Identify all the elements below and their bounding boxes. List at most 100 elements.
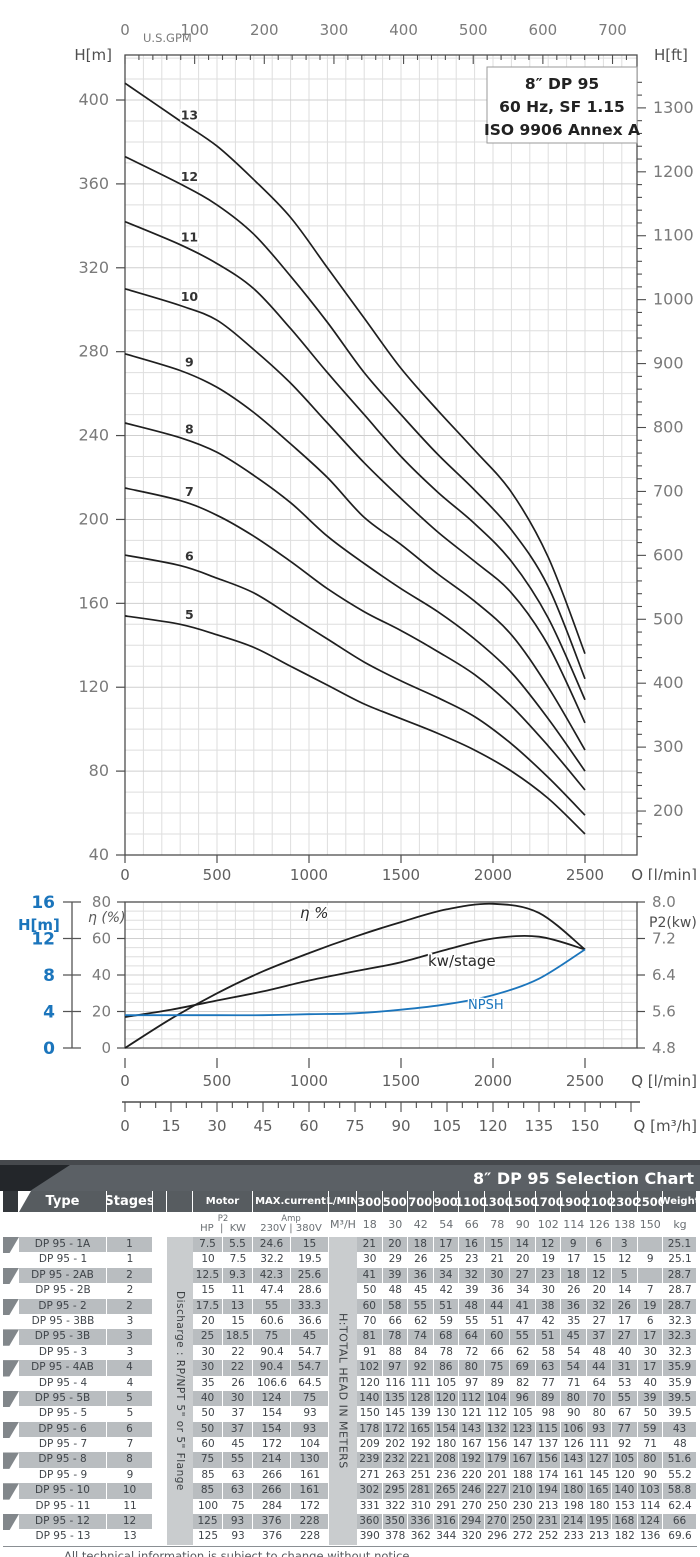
cell-head-2500: 90 [643,1468,657,1481]
curve-npsh [125,948,586,1017]
cell-hp: 7.5 [193,1237,223,1254]
eta-tick-label: 20 [92,1003,111,1021]
cell-stages: 5 [126,1407,134,1420]
cell-head-700: 192 [410,1438,431,1451]
cell-spacer [153,1514,167,1530]
cell-stages: 5 [107,1390,153,1408]
subheader-type [19,1212,107,1237]
table-top-strip [0,1160,700,1165]
cell-head-300: 91 [363,1345,377,1358]
cell-head-1900: 36 [561,1298,587,1315]
cell-weight: 43 [663,1421,697,1439]
cell-head-1300: 179 [484,1452,510,1469]
footer-note: All technical information is subject to … [64,1549,414,1557]
cell-head-1100: 246 [459,1483,485,1500]
pump-curve-stage-13 [124,82,586,655]
cell-head-1900: 54 [561,1360,587,1377]
cell-head-2300: 27 [612,1329,638,1346]
cell-head-2100: 44 [586,1360,612,1377]
subheader-flow-1500: 90 [515,1218,530,1231]
cell-spacer [153,1452,167,1468]
cell-weight: 35.9 [668,1376,692,1389]
cell-weight: 35.9 [663,1360,697,1377]
cell-hp: 50 [193,1421,223,1439]
table-row-DP95-3B: DP 95 - 3B 3 25 18.5 75 45 81 78 74 68 64 60 55 51 45 3… [3,1329,697,1346]
m3h-tick-label: 120 [479,1117,508,1135]
cell-head-300: 209 [359,1438,380,1451]
cell-spacer [153,1437,167,1452]
m3h-tick-label: 105 [433,1117,462,1135]
cell-head-1900: 80 [561,1390,587,1408]
table-row-DP95-11: DP 95 - 11 11 100 75 284 172 331 322 310 291 270 25… [3,1499,697,1514]
col-header-flow-300: 300 [357,1191,383,1212]
cell-amp-380v: 161 [291,1483,329,1500]
cell-head-1500: 272 [512,1530,533,1543]
cell-head-1700: 115 [535,1421,561,1439]
cell-head-900: 105 [436,1376,457,1389]
cell-head-2100: 64 [592,1376,606,1389]
x-tick-gpm-label: 400 [389,21,418,39]
cell-spacer [153,1237,167,1253]
cell-head-1300: 227 [484,1483,510,1500]
cell-head-300: 178 [357,1421,383,1439]
cell-head-1700: 19 [541,1253,555,1266]
cell-spacer [153,1268,167,1284]
cell-hp: 125 [197,1530,219,1543]
cell-head-2500: 114 [640,1499,661,1512]
col-header-discharge [167,1191,193,1212]
cell-head-300: 271 [359,1468,380,1481]
cell-stages: 3 [126,1345,134,1358]
pump-curve-stage-8 [124,422,586,772]
cell-head-900: 78 [439,1345,453,1358]
row-notch [3,1314,19,1329]
m3h-tick-label: 45 [253,1117,272,1135]
p2-tick-label: 7.2 [652,930,676,948]
cell-head-700: 45 [414,1284,428,1297]
table-row-DP95-8: DP 95 - 8 8 75 55 214 130 239 232 221 208 192 179 16… [3,1452,697,1469]
cell-amp-380v: 54.7 [291,1360,329,1377]
plot-border [124,54,638,856]
col-header-max-current: MAX.current [253,1191,329,1212]
cell-amp-380v: 19.5 [298,1253,322,1266]
curve- [124,902,586,1049]
selection-chart-table: 8″ DP 95 Selection Chart Type Stages Motor… [0,1160,700,1557]
cell-head-1300: 112 [487,1407,508,1420]
cell-head-700: 62 [414,1314,428,1327]
m3h-tick-label: 150 [571,1117,600,1135]
pump-curve-stage-5 [124,615,586,835]
y-tick-label: 240 [78,426,109,445]
cell-head-1900: 26 [567,1284,581,1297]
cell-spacer [153,1299,167,1315]
cell-head-300: 50 [363,1284,377,1297]
y-tick-ft-label: 800 [653,418,684,437]
cell-head-900: 208 [433,1452,459,1469]
cell-hp: 15 [201,1284,215,1297]
cell-head-2500: 6 [646,1314,654,1327]
cell-stages: 3 [126,1314,134,1327]
x-tick-label: 2500 [566,866,604,880]
cell-spacer [153,1360,167,1376]
cell-head-1300: 201 [487,1468,508,1481]
col-header-flow-2500: 2500 [634,1191,666,1212]
cell-weight: 62.4 [668,1499,692,1512]
x-tick-label: 0 [120,866,130,880]
cell-head-2100: 111 [589,1438,610,1451]
y-tick-ft-label: 300 [653,737,684,756]
cell-head-1700: 98 [541,1407,555,1420]
row-notch [3,1483,19,1500]
cell-amp-230v: 284 [261,1499,283,1512]
cell-head-1100: 167 [461,1438,482,1451]
cell-head-1500: 41 [510,1298,536,1315]
table-row-DP95-3: DP 95 - 3 3 30 22 90.4 54.7 91 88 84 78 72 66 62 58 54… [3,1345,697,1360]
pump-curve-stage-12 [124,155,586,680]
subheader-amp-label: Amp [281,1213,301,1224]
cell-head-900: 59 [439,1314,453,1327]
cell-head-300: 41 [357,1267,383,1285]
cell-head-300: 120 [359,1376,380,1389]
subheader-discharge [167,1212,193,1237]
table-row-DP95-2B: DP 95 - 2B 2 15 11 47.4 28.6 50 48 45 42 39 36 34 30 2… [3,1283,697,1298]
cell-head-700: 221 [408,1452,434,1469]
pump-curve-stage-11 [124,220,586,701]
cell-amp-230v: 266 [261,1468,283,1481]
y-tick-label: 280 [78,342,109,361]
